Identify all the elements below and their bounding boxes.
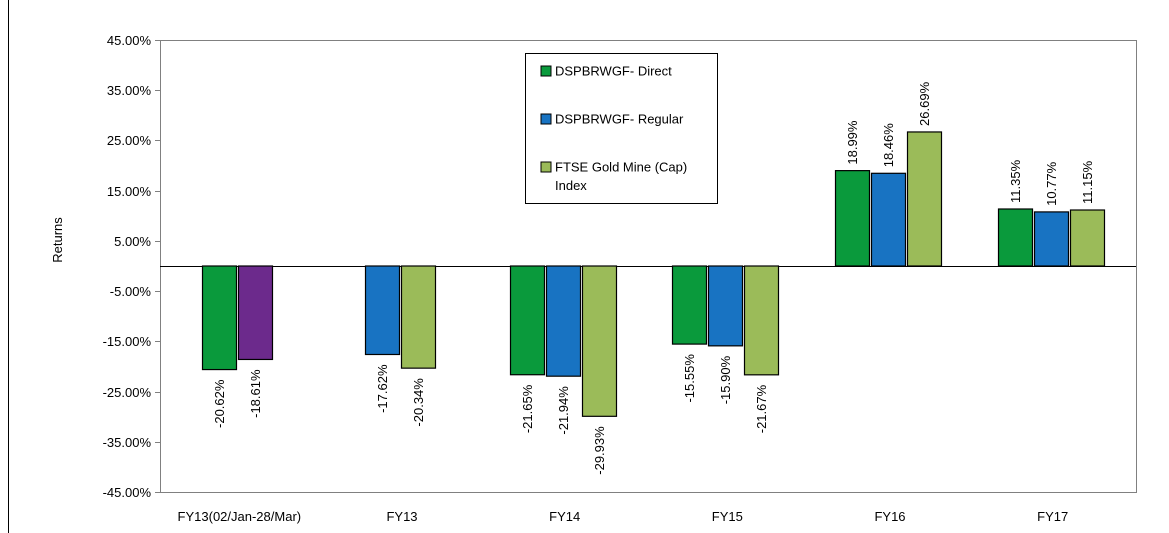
y-axis-title: Returns (50, 217, 65, 263)
y-tick-label: 25.00% (107, 133, 152, 148)
bar-index (743, 265, 780, 376)
x-tick-label: FY13 (386, 509, 417, 524)
legend-swatch-regular (540, 113, 552, 125)
bar-value-label: -15.90% (718, 355, 733, 404)
bar-value-label: 10.77% (1044, 161, 1059, 206)
bar-regular (1033, 211, 1070, 267)
bar-value-label: 11.15% (1080, 160, 1095, 204)
bar-value-label: -15.55% (682, 354, 697, 403)
bar-index (400, 265, 437, 369)
bar-index (1069, 209, 1106, 267)
axis-layer: 45.00% 35.00% 25.00% 15.00% 5.00% -5.00% -15.0… (103, 33, 1136, 524)
legend-label-regular: DSPBRWGF- Regular (555, 112, 684, 127)
y-tick-label: 45.00% (107, 33, 152, 48)
bar-fy13_partial_second (237, 265, 274, 361)
bar-direct (509, 265, 546, 376)
y-tick-label: 5.00% (114, 234, 151, 249)
bar-direct (671, 265, 708, 345)
bar-index (906, 131, 943, 267)
bar-index (581, 265, 618, 417)
legend-label-index-line2: Index (555, 178, 587, 193)
legend-swatch-index (540, 161, 552, 173)
bar-value-label: -17.62% (375, 364, 390, 413)
x-tick-label: FY14 (549, 509, 580, 524)
y-tick-label: 35.00% (107, 83, 152, 98)
bars-layer (201, 131, 1106, 417)
legend-swatch-direct (540, 65, 552, 77)
legend-box (525, 53, 718, 204)
bar-value-label: 18.99% (845, 120, 860, 165)
bar-regular (707, 265, 744, 347)
y-tick-label: -25.00% (103, 385, 152, 400)
bar-regular (545, 265, 582, 377)
bar-value-label: -21.65% (520, 384, 535, 433)
bar-direct (201, 265, 238, 371)
data-labels-layer: -20.62% -18.61% -17.62% -20.34% -21.65% -21.9… (212, 81, 1095, 474)
bar-value-label: 18.46% (881, 123, 896, 168)
bar-value-label: -20.62% (212, 379, 227, 428)
bar-direct (997, 208, 1034, 267)
y-tick-label: 15.00% (107, 184, 152, 199)
x-tick-label: FY15 (712, 509, 743, 524)
bar-direct (834, 170, 871, 267)
bar-value-label: -21.94% (556, 386, 571, 435)
bar-value-label: 11.35% (1008, 159, 1023, 203)
bar-regular (364, 265, 401, 356)
y-tick-label: -15.00% (103, 334, 152, 349)
y-tick-label: -45.00% (103, 485, 152, 500)
x-tick-label: FY16 (874, 509, 905, 524)
legend-label-direct: DSPBRWGF- Direct (555, 64, 672, 79)
bar-value-label: -18.61% (248, 369, 263, 418)
bar-value-label: -21.67% (754, 384, 769, 433)
y-tick-label: -35.00% (103, 435, 152, 450)
legend: DSPBRWGF- Direct DSPBRWGF- Regular FTSE … (525, 53, 718, 204)
bar-value-label: -29.93% (592, 426, 607, 475)
x-tick-label: FY17 (1037, 509, 1068, 524)
bar-value-label: -20.34% (411, 378, 426, 427)
x-tick-label: FY13(02/Jan-28/Mar) (178, 509, 302, 524)
y-tick-label: -5.00% (110, 284, 152, 299)
bar-value-label: 26.69% (917, 81, 932, 126)
bar-regular (870, 172, 907, 267)
legend-label-index: FTSE Gold Mine (Cap) (555, 160, 687, 175)
